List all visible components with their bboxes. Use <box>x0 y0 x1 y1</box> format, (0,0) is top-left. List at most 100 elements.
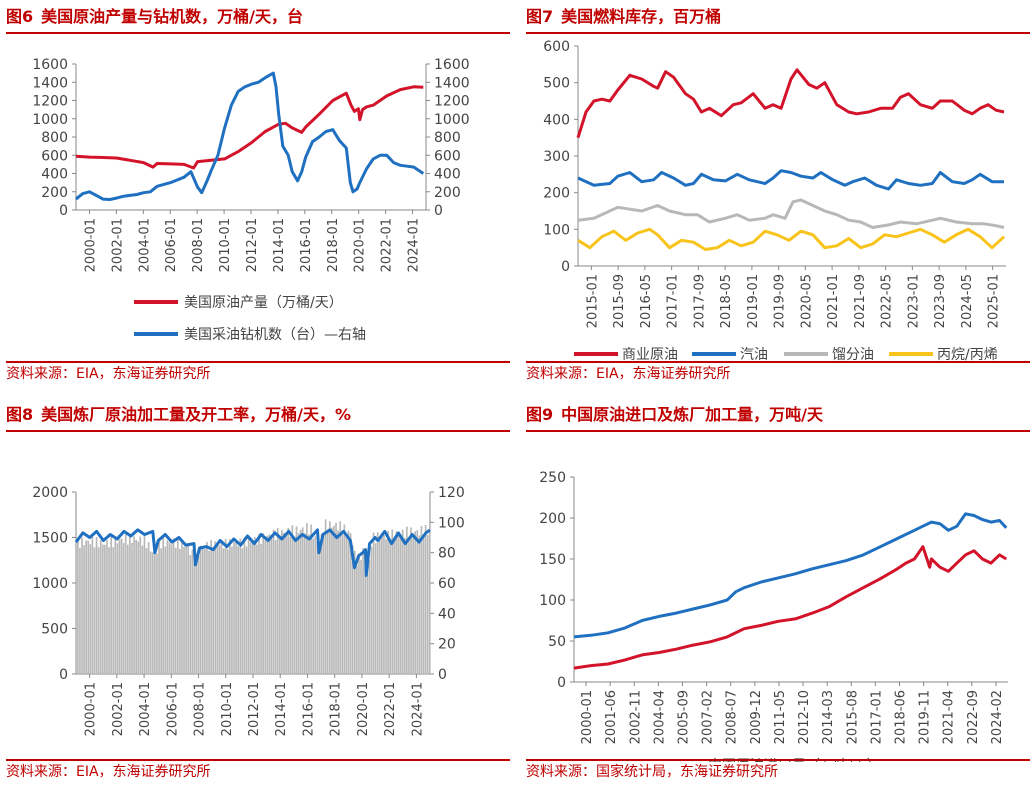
fig8-bar <box>197 556 200 674</box>
fig9-chart: 0 50 100 150 200 250 2000-01 2001-06 2002-11 2004… <box>539 470 1008 762</box>
fig8-bar <box>412 534 414 674</box>
fig8-bar <box>393 539 396 674</box>
fig8-bar <box>376 532 379 674</box>
fig8-bar <box>106 540 108 674</box>
fig7-ytick-label-left: 500 <box>543 76 570 92</box>
fig7-xtick-label: 2018-05 <box>719 274 734 328</box>
fig8-bar <box>214 541 217 674</box>
fig7-xtick-label: 2019-01 <box>746 274 761 328</box>
fig8-bar <box>222 548 225 674</box>
fig8-ytick-label-right: 40 <box>438 606 456 622</box>
fig8-bar <box>193 562 196 674</box>
fig8-bar <box>195 555 198 674</box>
fig8-bar <box>322 532 325 674</box>
fig8-xtick-label: 2000-01 <box>84 682 99 736</box>
fig6-ytick-label-right: 0 <box>434 203 443 219</box>
fig8-bar <box>287 527 289 674</box>
fig6-ytick-label-right: 1400 <box>434 75 470 91</box>
fig7-legend-label: 丙烷/丙烯 <box>937 347 998 363</box>
fig6-xtick-label: 2000-01 <box>83 218 98 272</box>
fig8-bar <box>397 534 400 674</box>
fig8-bar <box>406 526 408 674</box>
fig7-xtick-label: 2023-01 <box>906 274 921 328</box>
fig8-bar <box>160 548 162 674</box>
fig8-ytick-label-left: 1000 <box>32 576 68 592</box>
fig8-bar <box>283 532 285 674</box>
fig8-bar <box>262 533 264 674</box>
fig8-bar <box>428 527 431 674</box>
fig8-bar <box>424 525 427 674</box>
fig6-ytick-label-left: 1400 <box>32 75 68 91</box>
fig9-ytick-label-left: 100 <box>539 593 566 609</box>
fig7-xtick-label: 2025-01 <box>987 274 1002 328</box>
fig8-bar <box>93 547 96 674</box>
fig8-bar <box>172 538 175 674</box>
fig8-bar <box>266 535 269 674</box>
fig8-bar <box>114 536 117 674</box>
fig7-xtick-label: 2017-01 <box>666 274 681 328</box>
fig8-bar <box>116 543 119 674</box>
fig6-source: 资料来源：EIA，东海证券研究所 <box>6 361 510 387</box>
fig8-label: 图8 <box>6 405 34 424</box>
fig8-bar <box>206 541 208 674</box>
fig8-bar <box>366 573 369 674</box>
fig8-bar <box>360 559 362 674</box>
fig8-xtick-label: 2014-01 <box>274 682 289 736</box>
fig6-xtick-label: 2006-01 <box>164 218 179 272</box>
fig8-ytick-label-right: 120 <box>438 485 465 501</box>
fig8-bar <box>356 565 358 674</box>
fig8-bar <box>251 542 254 674</box>
fig7-ytick-label-left: 400 <box>543 112 570 128</box>
fig8-bar <box>339 521 342 674</box>
fig6-xtick-label: 2022-01 <box>380 218 395 272</box>
fig8-bar <box>235 542 237 674</box>
fig8-bar <box>389 541 392 674</box>
fig8-series-line <box>74 528 431 577</box>
fig6-xtick-label: 2012-01 <box>245 218 260 272</box>
fig9-xtick-label: 2000-01 <box>580 690 595 744</box>
fig8-bar <box>320 533 323 674</box>
fig8-bar <box>110 536 112 674</box>
fig8-bar <box>378 539 381 674</box>
fig8-bar <box>276 528 279 674</box>
fig8-bar <box>372 532 375 674</box>
fig8-bar <box>316 542 319 674</box>
fig8-bar <box>170 544 173 674</box>
fig8-bar <box>418 535 421 674</box>
fig8-bar <box>403 537 406 674</box>
fig9-xtick-label: 2024-02 <box>990 690 1005 744</box>
fig6-xtick-label: 2002-01 <box>110 218 125 272</box>
fig8-xtick-label: 2002-01 <box>111 682 126 736</box>
fig7-xtick-label: 2017-09 <box>692 274 707 328</box>
fig8-bar <box>212 549 215 674</box>
fig8-bar <box>333 525 335 674</box>
fig7-title-bar: 图7 美国燃料库存，百万桶 <box>526 2 1030 34</box>
fig8-bar <box>129 533 131 674</box>
fig8-bar <box>191 549 194 674</box>
fig8-bar <box>260 543 262 674</box>
fig8-bar <box>258 533 260 674</box>
fig7-xtick-label: 2019-09 <box>773 274 788 328</box>
fig8-bar <box>368 559 371 674</box>
fig8-bar <box>349 533 352 674</box>
fig8-bar <box>414 531 417 674</box>
fig9-title-bar: 图9 中国原油进口及炼厂加工量，万吨/天 <box>526 400 1030 432</box>
fig7-legend-label: 汽油 <box>740 347 768 363</box>
fig8-source: 资料来源：EIA，东海证券研究所 <box>6 759 510 785</box>
fig8-bar <box>347 530 350 674</box>
fig8-bar <box>122 543 125 674</box>
fig8-bar <box>243 537 246 674</box>
fig8-bar <box>87 540 90 674</box>
fig8-bar <box>210 539 212 674</box>
fig7-xtick-label: 2020-05 <box>799 274 814 328</box>
fig9-xtick-label: 2019-11 <box>918 690 933 744</box>
fig8-bar <box>272 529 275 674</box>
fig8-bar <box>231 546 233 674</box>
fig8-bar <box>247 538 250 674</box>
fig9-xtick-label: 2014-03 <box>821 690 836 744</box>
fig6-ytick-label-left: 600 <box>41 148 68 164</box>
fig7-title: 美国燃料库存，百万桶 <box>561 7 722 26</box>
fig8-bar <box>387 530 389 674</box>
fig7-legend-label: 馏分油 <box>832 347 874 363</box>
fig9-ytick-label-left: 200 <box>539 511 566 527</box>
